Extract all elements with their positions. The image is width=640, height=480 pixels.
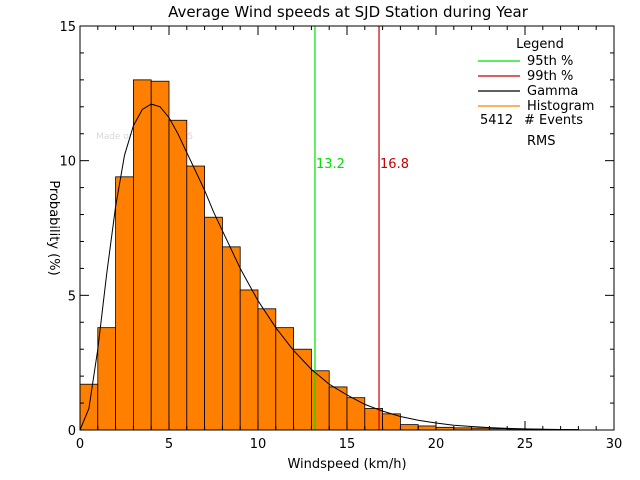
- histogram-bar: [239, 289, 259, 431]
- y-tick-label: 10: [59, 155, 76, 170]
- legend-events-label: # Events: [524, 113, 583, 128]
- x-tick-label: 30: [606, 437, 623, 452]
- y-tick-label: 5: [68, 289, 76, 304]
- histogram-bar: [132, 79, 152, 431]
- x-tick-label: 15: [339, 437, 356, 452]
- legend-label-histogram: Histogram: [527, 99, 594, 114]
- axis-ticks: 0 5 10 15 20 25 30 0 5 10 15: [59, 20, 622, 452]
- histogram-bar: [97, 327, 117, 431]
- histogram-bar: [115, 176, 134, 431]
- legend-title: Legend: [516, 37, 564, 52]
- histogram-bar: [257, 308, 277, 431]
- x-tick-label: 20: [428, 437, 445, 452]
- percentile-label-95th: 13.2: [316, 157, 345, 172]
- legend-label-99th: 99th %: [527, 69, 573, 84]
- histogram-bar: [275, 327, 294, 431]
- histogram-bar: [382, 413, 401, 431]
- y-tick-label: 0: [68, 424, 76, 439]
- y-tick-label: 15: [59, 20, 76, 35]
- histogram-bar: [310, 370, 330, 431]
- legend-rms-label: RMS: [527, 134, 556, 149]
- histogram-bar: [364, 408, 383, 431]
- histogram-bar: [417, 425, 437, 431]
- histogram-bar: [150, 80, 170, 431]
- legend-label-gamma: Gamma: [527, 84, 578, 99]
- legend-label-95th: 95th %: [527, 54, 573, 69]
- histogram-bar: [399, 424, 419, 431]
- legend-events-count: 5412: [480, 113, 513, 128]
- x-tick-label: 5: [165, 437, 173, 452]
- histogram-bar: [168, 119, 188, 431]
- histogram-bar: [293, 348, 312, 431]
- y-axis-label: Probability (%): [46, 180, 61, 275]
- x-tick-label: 10: [250, 437, 267, 452]
- gamma-fit-curve: [79, 103, 570, 431]
- histogram-layer: [79, 79, 579, 431]
- histogram-bar: [204, 216, 223, 431]
- x-tick-label: 25: [517, 437, 534, 452]
- percentile-label-99th: 16.8: [380, 157, 409, 172]
- histogram-bar: [221, 246, 241, 431]
- histogram-bar: [186, 165, 206, 431]
- x-axis-label: Windspeed (km/h): [287, 457, 406, 472]
- x-tick-label: 0: [76, 437, 84, 452]
- legend: Legend 95th % 99th % Gamma Histogram 541…: [478, 37, 594, 149]
- percentile-lines: 13.2 16.8: [314, 26, 409, 430]
- chart-title: Average Wind speeds at SJD Station durin…: [168, 3, 529, 21]
